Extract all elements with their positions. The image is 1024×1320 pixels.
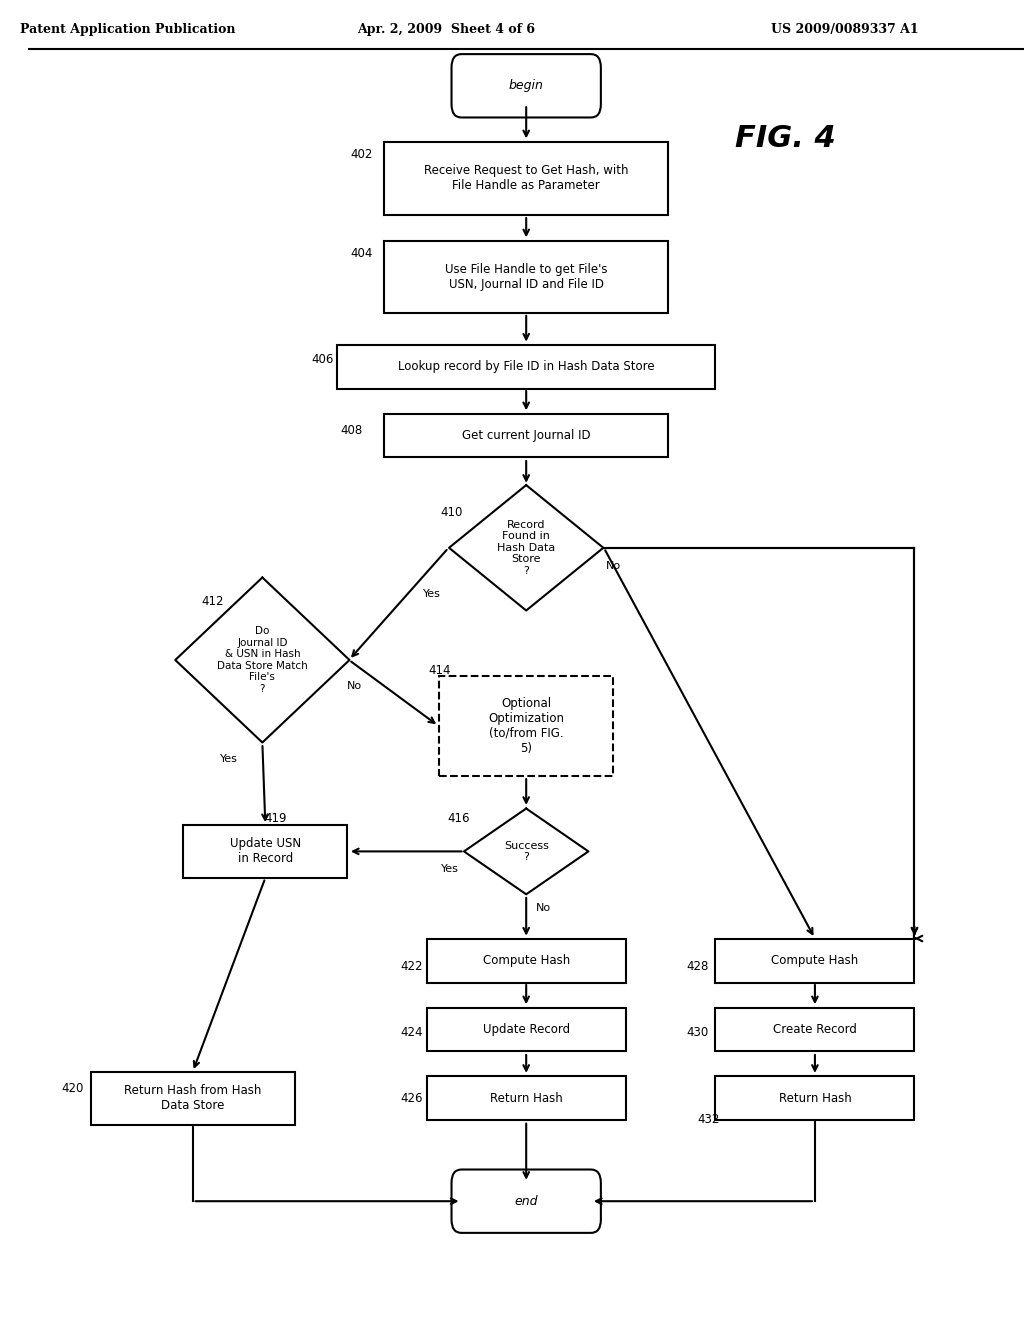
Text: No: No <box>606 561 621 572</box>
Text: No: No <box>347 681 362 692</box>
Text: Use File Handle to get File's
USN, Journal ID and File ID: Use File Handle to get File's USN, Journ… <box>445 263 607 292</box>
Text: FIG. 4: FIG. 4 <box>734 124 836 153</box>
Text: 416: 416 <box>447 812 470 825</box>
Text: 406: 406 <box>311 352 333 366</box>
Text: end: end <box>514 1195 538 1208</box>
Text: 410: 410 <box>440 506 463 519</box>
Text: 404: 404 <box>351 247 373 260</box>
FancyBboxPatch shape <box>716 940 914 982</box>
Text: Return Hash: Return Hash <box>489 1092 562 1105</box>
Text: 430: 430 <box>686 1026 709 1039</box>
Text: Update Record: Update Record <box>482 1023 569 1036</box>
Text: 402: 402 <box>351 148 373 161</box>
Text: 412: 412 <box>202 595 224 609</box>
Text: Update USN
in Record: Update USN in Record <box>229 837 301 866</box>
FancyBboxPatch shape <box>183 825 347 878</box>
FancyBboxPatch shape <box>716 1008 914 1051</box>
Text: US 2009/0089337 A1: US 2009/0089337 A1 <box>771 22 919 36</box>
Text: Lookup record by File ID in Hash Data Store: Lookup record by File ID in Hash Data St… <box>398 360 654 374</box>
Text: Compute Hash: Compute Hash <box>771 954 858 968</box>
Text: Get current Journal ID: Get current Journal ID <box>462 429 591 442</box>
Text: Success
?: Success ? <box>504 841 549 862</box>
FancyBboxPatch shape <box>384 413 668 457</box>
Text: 408: 408 <box>341 424 364 437</box>
Text: Yes: Yes <box>440 863 459 874</box>
FancyBboxPatch shape <box>439 676 613 776</box>
Text: begin: begin <box>509 79 544 92</box>
Text: No: No <box>537 903 551 913</box>
Text: 432: 432 <box>697 1113 720 1126</box>
FancyBboxPatch shape <box>427 1008 626 1051</box>
Text: 424: 424 <box>400 1026 423 1039</box>
FancyBboxPatch shape <box>90 1072 295 1125</box>
Text: 426: 426 <box>400 1092 423 1105</box>
FancyBboxPatch shape <box>716 1077 914 1119</box>
FancyBboxPatch shape <box>452 54 601 117</box>
Text: Patent Application Publication: Patent Application Publication <box>20 22 236 36</box>
FancyBboxPatch shape <box>427 1077 626 1119</box>
Text: Apr. 2, 2009  Sheet 4 of 6: Apr. 2, 2009 Sheet 4 of 6 <box>357 22 536 36</box>
Text: Yes: Yes <box>423 589 440 599</box>
Text: 428: 428 <box>686 960 709 973</box>
FancyBboxPatch shape <box>384 141 668 214</box>
Text: Yes: Yes <box>219 754 238 764</box>
Text: 420: 420 <box>61 1082 83 1096</box>
Text: Do
Journal ID
& USN in Hash
Data Store Match
File's
?: Do Journal ID & USN in Hash Data Store M… <box>217 626 308 694</box>
Text: Compute Hash: Compute Hash <box>482 954 569 968</box>
FancyBboxPatch shape <box>427 940 626 982</box>
Text: 419: 419 <box>264 812 287 825</box>
FancyBboxPatch shape <box>452 1170 601 1233</box>
Text: Record
Found in
Hash Data
Store
?: Record Found in Hash Data Store ? <box>497 520 555 576</box>
Text: Receive Request to Get Hash, with
File Handle as Parameter: Receive Request to Get Hash, with File H… <box>424 164 629 193</box>
Text: Optional
Optimization
(to/from FIG.
5): Optional Optimization (to/from FIG. 5) <box>488 697 564 755</box>
Text: 414: 414 <box>428 664 451 677</box>
Text: Return Hash from Hash
Data Store: Return Hash from Hash Data Store <box>124 1084 261 1113</box>
Text: Create Record: Create Record <box>773 1023 857 1036</box>
Text: 422: 422 <box>400 960 423 973</box>
Text: Return Hash: Return Hash <box>778 1092 851 1105</box>
FancyBboxPatch shape <box>337 345 716 388</box>
FancyBboxPatch shape <box>384 240 668 313</box>
